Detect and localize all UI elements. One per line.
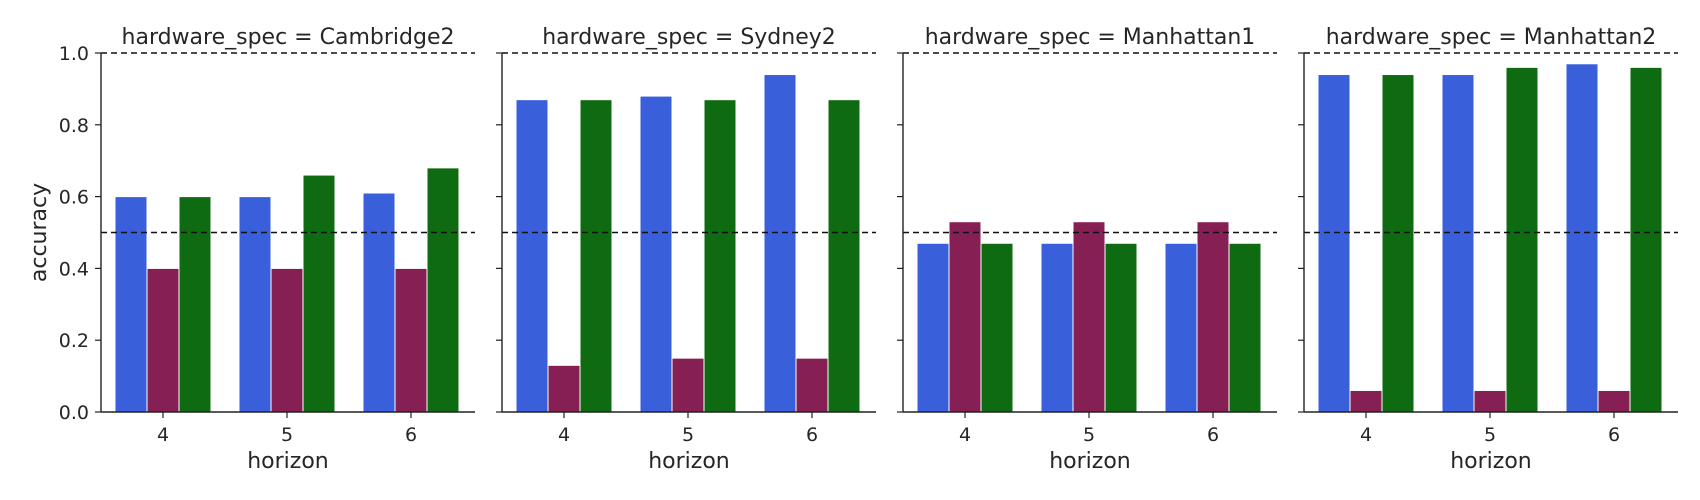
x-tick-label-panel1-4: 4 bbox=[157, 424, 169, 446]
bar-panel2-cat6-series3 bbox=[827, 99, 861, 413]
y-tick-label-1: 0.2 bbox=[59, 330, 89, 352]
bar-panel3-cat4-series2 bbox=[948, 221, 982, 413]
bar-panel4-cat5-series3 bbox=[1505, 66, 1539, 413]
x-tick-label-panel2-6: 6 bbox=[806, 424, 818, 446]
bar-panel3-cat6-series1 bbox=[1164, 242, 1198, 413]
panel-title-3: hardware_spec = Manhattan1 bbox=[925, 25, 1256, 50]
bar-panel3-cat5-series1 bbox=[1040, 242, 1074, 413]
bar-panel2-cat6-series2 bbox=[795, 357, 829, 413]
bar-panel1-cat4-series2 bbox=[146, 267, 180, 413]
bar-panel3-cat5-series3 bbox=[1104, 242, 1138, 413]
bar-panel4-cat4-series3 bbox=[1381, 74, 1415, 413]
bar-panel2-cat6-series1 bbox=[763, 74, 797, 413]
bar-panel1-cat5-series2 bbox=[270, 267, 304, 413]
x-tick-label-panel3-6: 6 bbox=[1207, 424, 1219, 446]
x-tick-label-panel3-5: 5 bbox=[1083, 424, 1095, 446]
bar-panel1-cat4-series3 bbox=[178, 196, 212, 413]
x-tick-label-panel3-4: 4 bbox=[959, 424, 971, 446]
bar-panel4-cat5-series2 bbox=[1473, 389, 1507, 413]
bar-panel4-cat6-series2 bbox=[1597, 389, 1631, 413]
bar-panel1-cat5-series3 bbox=[302, 174, 336, 413]
bar-panel3-cat4-series1 bbox=[916, 242, 950, 413]
x-axis-label-panel4: horizon bbox=[1450, 449, 1532, 474]
bar-panel4-cat4-series2 bbox=[1349, 389, 1383, 413]
bar-panel2-cat4-series3 bbox=[579, 99, 613, 413]
y-tick-label-5: 1.0 bbox=[59, 43, 89, 65]
bar-panel4-cat5-series1 bbox=[1441, 74, 1475, 413]
bar-panel2-cat4-series2 bbox=[547, 364, 581, 413]
x-axis-label-panel2: horizon bbox=[648, 449, 730, 474]
x-tick-label-panel4-4: 4 bbox=[1360, 424, 1372, 446]
x-tick-label-panel1-5: 5 bbox=[281, 424, 293, 446]
bar-panel2-cat5-series1 bbox=[639, 95, 673, 413]
bar-panel3-cat5-series2 bbox=[1072, 221, 1106, 413]
bar-panel1-cat6-series1 bbox=[362, 192, 396, 413]
x-tick-label-panel4-6: 6 bbox=[1608, 424, 1620, 446]
bar-panel4-cat4-series1 bbox=[1317, 74, 1351, 413]
y-tick-label-0: 0.0 bbox=[59, 402, 89, 424]
bar-panel2-cat5-series3 bbox=[703, 99, 737, 413]
bar-panel4-cat6-series3 bbox=[1629, 66, 1663, 413]
bar-panel3-cat4-series3 bbox=[980, 242, 1014, 413]
y-tick-label-3: 0.6 bbox=[59, 187, 89, 209]
y-axis-label: accuracy bbox=[27, 183, 52, 282]
bar-panel3-cat6-series3 bbox=[1228, 242, 1262, 413]
panel-title-4: hardware_spec = Manhattan2 bbox=[1326, 25, 1657, 50]
bar-panel1-cat5-series1 bbox=[238, 196, 272, 413]
bar-panel1-cat6-series2 bbox=[394, 267, 428, 413]
x-tick-label-panel2-5: 5 bbox=[682, 424, 694, 446]
x-axis-label-panel1: horizon bbox=[247, 449, 329, 474]
panel-title-2: hardware_spec = Sydney2 bbox=[542, 25, 836, 50]
x-axis-label-panel3: horizon bbox=[1049, 449, 1131, 474]
y-tick-label-2: 0.4 bbox=[59, 258, 89, 280]
panel-title-1: hardware_spec = Cambridge2 bbox=[122, 25, 455, 50]
bar-panel1-cat4-series1 bbox=[114, 196, 148, 413]
x-tick-label-panel1-6: 6 bbox=[405, 424, 417, 446]
bar-panel2-cat4-series1 bbox=[515, 99, 549, 413]
bar-panel3-cat6-series2 bbox=[1196, 221, 1230, 413]
bar-panel1-cat6-series3 bbox=[426, 167, 460, 413]
y-tick-label-4: 0.8 bbox=[59, 115, 89, 137]
bar-panel4-cat6-series1 bbox=[1565, 63, 1599, 413]
x-tick-label-panel2-4: 4 bbox=[558, 424, 570, 446]
bar-panel2-cat5-series2 bbox=[671, 357, 705, 413]
x-tick-label-panel4-5: 5 bbox=[1484, 424, 1496, 446]
